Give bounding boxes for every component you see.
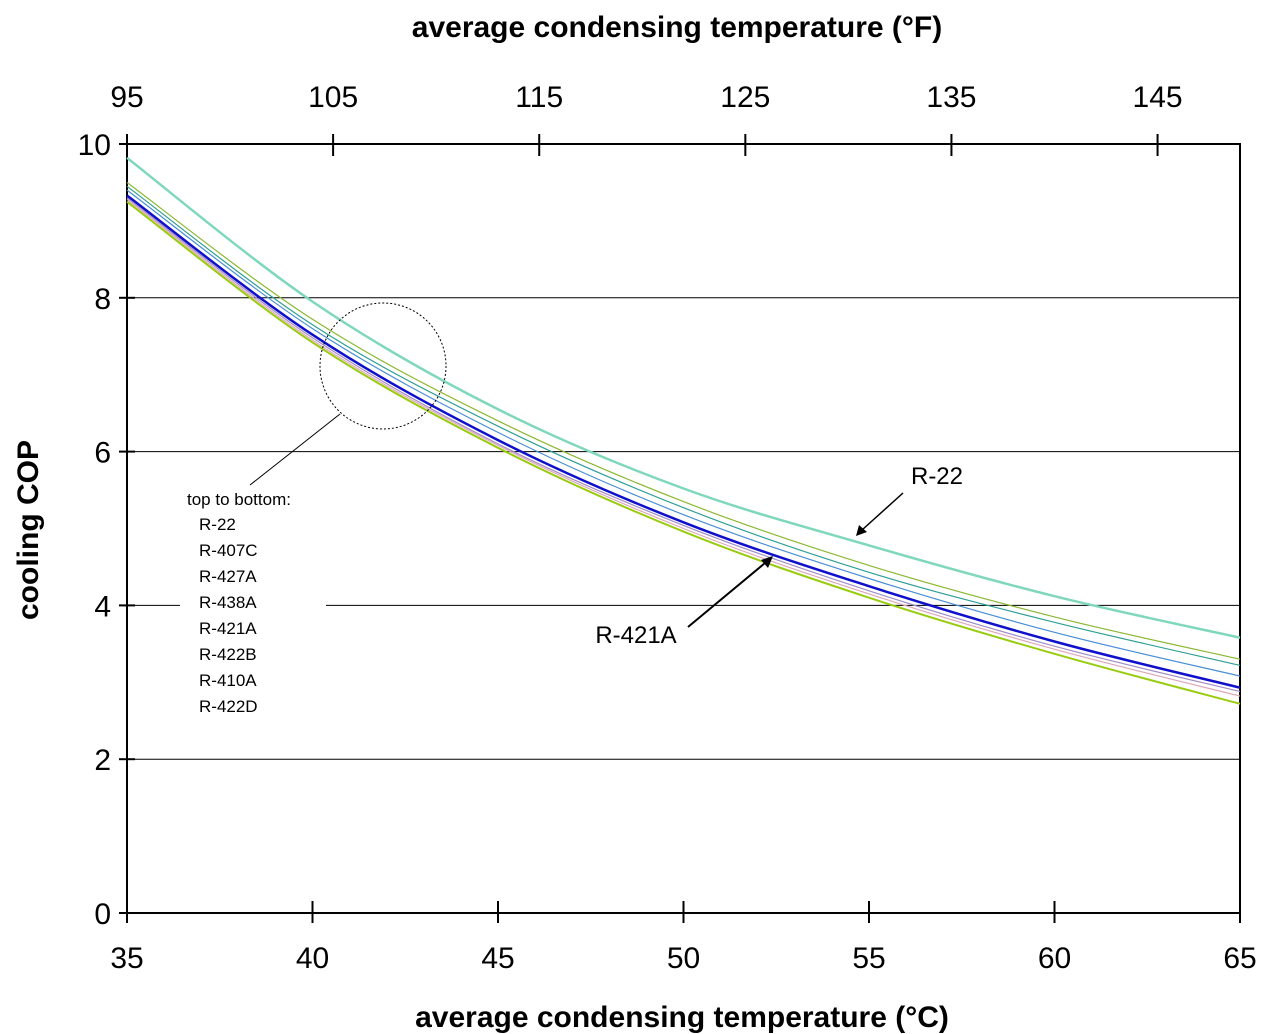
x-tick-label: 45 [481,942,514,975]
y-axis-title: cooling COP [12,440,45,620]
legend-item: R-410A [199,671,257,690]
legend-item: R-427A [199,567,257,586]
x2-tick-label: 135 [926,81,976,114]
x-tick-label: 50 [667,942,700,975]
legend-item: R-438A [199,593,257,612]
r22-callout-label: R-22 [911,463,963,490]
series-line-r-438a [126,189,1241,677]
series-line-r-22 [126,156,1241,639]
series-line-r-422b [126,197,1241,693]
r421a-callout-arrowhead [761,556,773,568]
highlight-circle [319,302,447,430]
y-tick-label: 10 [78,129,111,162]
y-tick-label: 6 [94,437,111,470]
bottom-axis-title: average condensing temperature (°C) [415,1001,949,1034]
legend-item: R-422D [199,697,258,716]
legend-item: R-22 [199,515,236,534]
y-tick-label: 8 [94,283,111,316]
x2-tick-label: 95 [110,81,143,114]
x-tick-label: 35 [110,942,143,975]
r421a-callout-arrow-line [687,562,766,628]
y-tick-label: 0 [94,898,111,931]
legend-background [180,486,326,722]
legend-item: R-421A [199,619,257,638]
x-tick-label: 40 [296,942,329,975]
series-line-r-422d [126,200,1241,705]
x-tick-label: 65 [1223,942,1256,975]
x2-tick-label: 125 [720,81,770,114]
r22-callout-arrow-line [861,492,904,531]
series-line-r-421a [126,194,1241,689]
series-lines [126,156,1241,705]
x2-tick-label: 115 [515,81,563,114]
r421a-callout-label: R-421A [595,622,676,649]
y-tick-label: 4 [94,590,111,623]
x2-tick-label: 105 [308,81,358,114]
x-tick-label: 60 [1038,942,1071,975]
series-callouts: R-22 R-421A [595,463,963,649]
legend-item: R-422B [199,645,257,664]
legend-item: R-407C [199,541,258,560]
series-line-r-407c [126,182,1241,660]
y-tick-label: 2 [94,744,111,777]
x-tick-label: 55 [852,942,885,975]
series-line-r-410a [126,198,1241,697]
legend-annotation: top to bottom: R-22 R-407C R-427A R-438A… [180,302,447,722]
top-axis-title: average condensing temperature (°F) [412,11,942,44]
highlight-leader-line [249,413,341,486]
legend-title: top to bottom: [187,490,291,509]
series-line-r-427a [126,185,1241,666]
axis-ticks: 0 2 4 6 8 10 35 40 45 50 55 60 65 95 105 115 125 135 145 [78,81,1257,975]
x2-tick-label: 145 [1133,81,1183,114]
r22-callout-arrowhead [856,525,867,536]
